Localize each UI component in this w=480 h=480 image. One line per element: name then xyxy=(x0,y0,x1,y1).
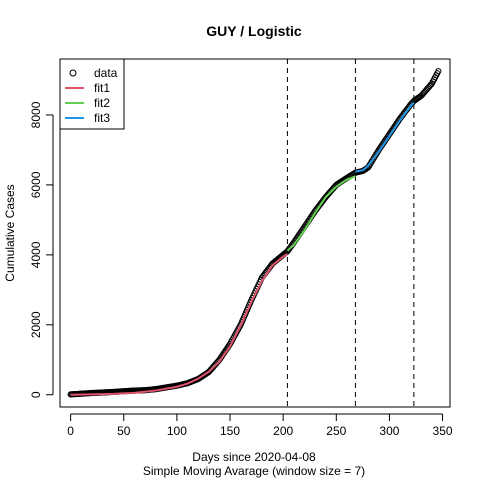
y-tick-label: 4000 xyxy=(29,241,43,268)
x-tick-label: 100 xyxy=(167,424,187,438)
y-tick-label: 0 xyxy=(29,391,43,398)
y-tick-label: 6000 xyxy=(29,171,43,198)
plot-frame xyxy=(59,58,451,408)
y-axis-label: Cumulative Cases xyxy=(3,184,17,281)
legend-label-fit3: fit3 xyxy=(94,111,110,125)
x-tick-label: 300 xyxy=(379,424,399,438)
x-axis-sublabel: Simple Moving Avarage (window size = 7) xyxy=(143,464,365,478)
x-tick-label: 350 xyxy=(433,424,453,438)
legend-label-fit2: fit2 xyxy=(94,96,110,110)
legend-label-fit1: fit1 xyxy=(94,81,110,95)
fit-line-fit1 xyxy=(70,253,288,396)
axes: 0 50 100 150 200 250 300 350 0 2000 4000 6000 8000 xyxy=(29,101,453,438)
x-axis-label: Days since 2020-04-08 xyxy=(192,450,316,464)
x-tick-label: 0 xyxy=(67,424,74,438)
vertical-reference-lines xyxy=(286,59,415,407)
x-tick-label: 150 xyxy=(220,424,240,438)
legend-label-data: data xyxy=(94,66,118,80)
data-point xyxy=(435,68,442,75)
x-tick-label: 250 xyxy=(326,424,346,438)
legend-marker-data xyxy=(69,69,77,77)
y-tick-label: 2000 xyxy=(29,311,43,338)
fit-line-fit3 xyxy=(355,102,415,173)
fit-lines xyxy=(70,102,415,396)
x-tick-label: 50 xyxy=(117,424,131,438)
x-tick-label: 200 xyxy=(273,424,293,438)
fit-line-fit2 xyxy=(286,175,356,252)
chart-title: GUY / Logistic xyxy=(206,23,302,39)
y-tick-label: 8000 xyxy=(29,101,43,128)
